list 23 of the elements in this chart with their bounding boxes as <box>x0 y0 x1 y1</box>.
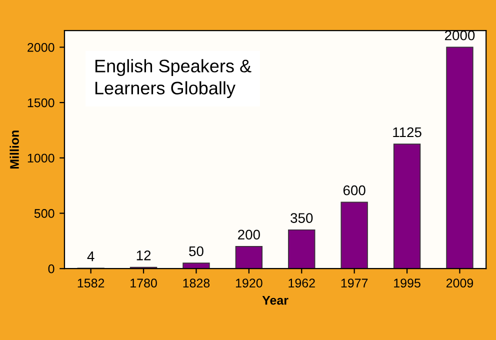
y-tick-label: 500 <box>34 209 54 218</box>
x-tick-label: 1828 <box>183 278 210 288</box>
data-label: 4 <box>87 252 94 262</box>
data-label: 50 <box>189 246 204 256</box>
x-tick-label: 1920 <box>236 278 262 288</box>
data-label: 1125 <box>393 127 422 138</box>
x-axis-title: Year <box>262 296 288 305</box>
y-tick-label: 2000 <box>28 43 54 52</box>
x-tick-label: 2009 <box>446 278 474 288</box>
x-tick-label: 1582 <box>78 278 104 288</box>
x-tick-label: 1962 <box>288 278 315 288</box>
data-label: 350 <box>290 213 313 223</box>
y-tick-label: 1000 <box>28 154 54 163</box>
x-tick-label: 1780 <box>130 278 157 288</box>
text: English Speakers & Learners Globally <box>95 59 252 98</box>
y-tick-label: 1500 <box>28 98 54 108</box>
y-tick-label: 0 <box>48 264 54 274</box>
y-axis-title: Million <box>10 130 19 169</box>
x-tick-label: 1977 <box>341 278 368 288</box>
data-label: 600 <box>343 185 366 196</box>
x-tick-label: 1995 <box>394 278 420 288</box>
data-label: 12 <box>136 250 151 260</box>
data-label: 200 <box>238 230 260 240</box>
